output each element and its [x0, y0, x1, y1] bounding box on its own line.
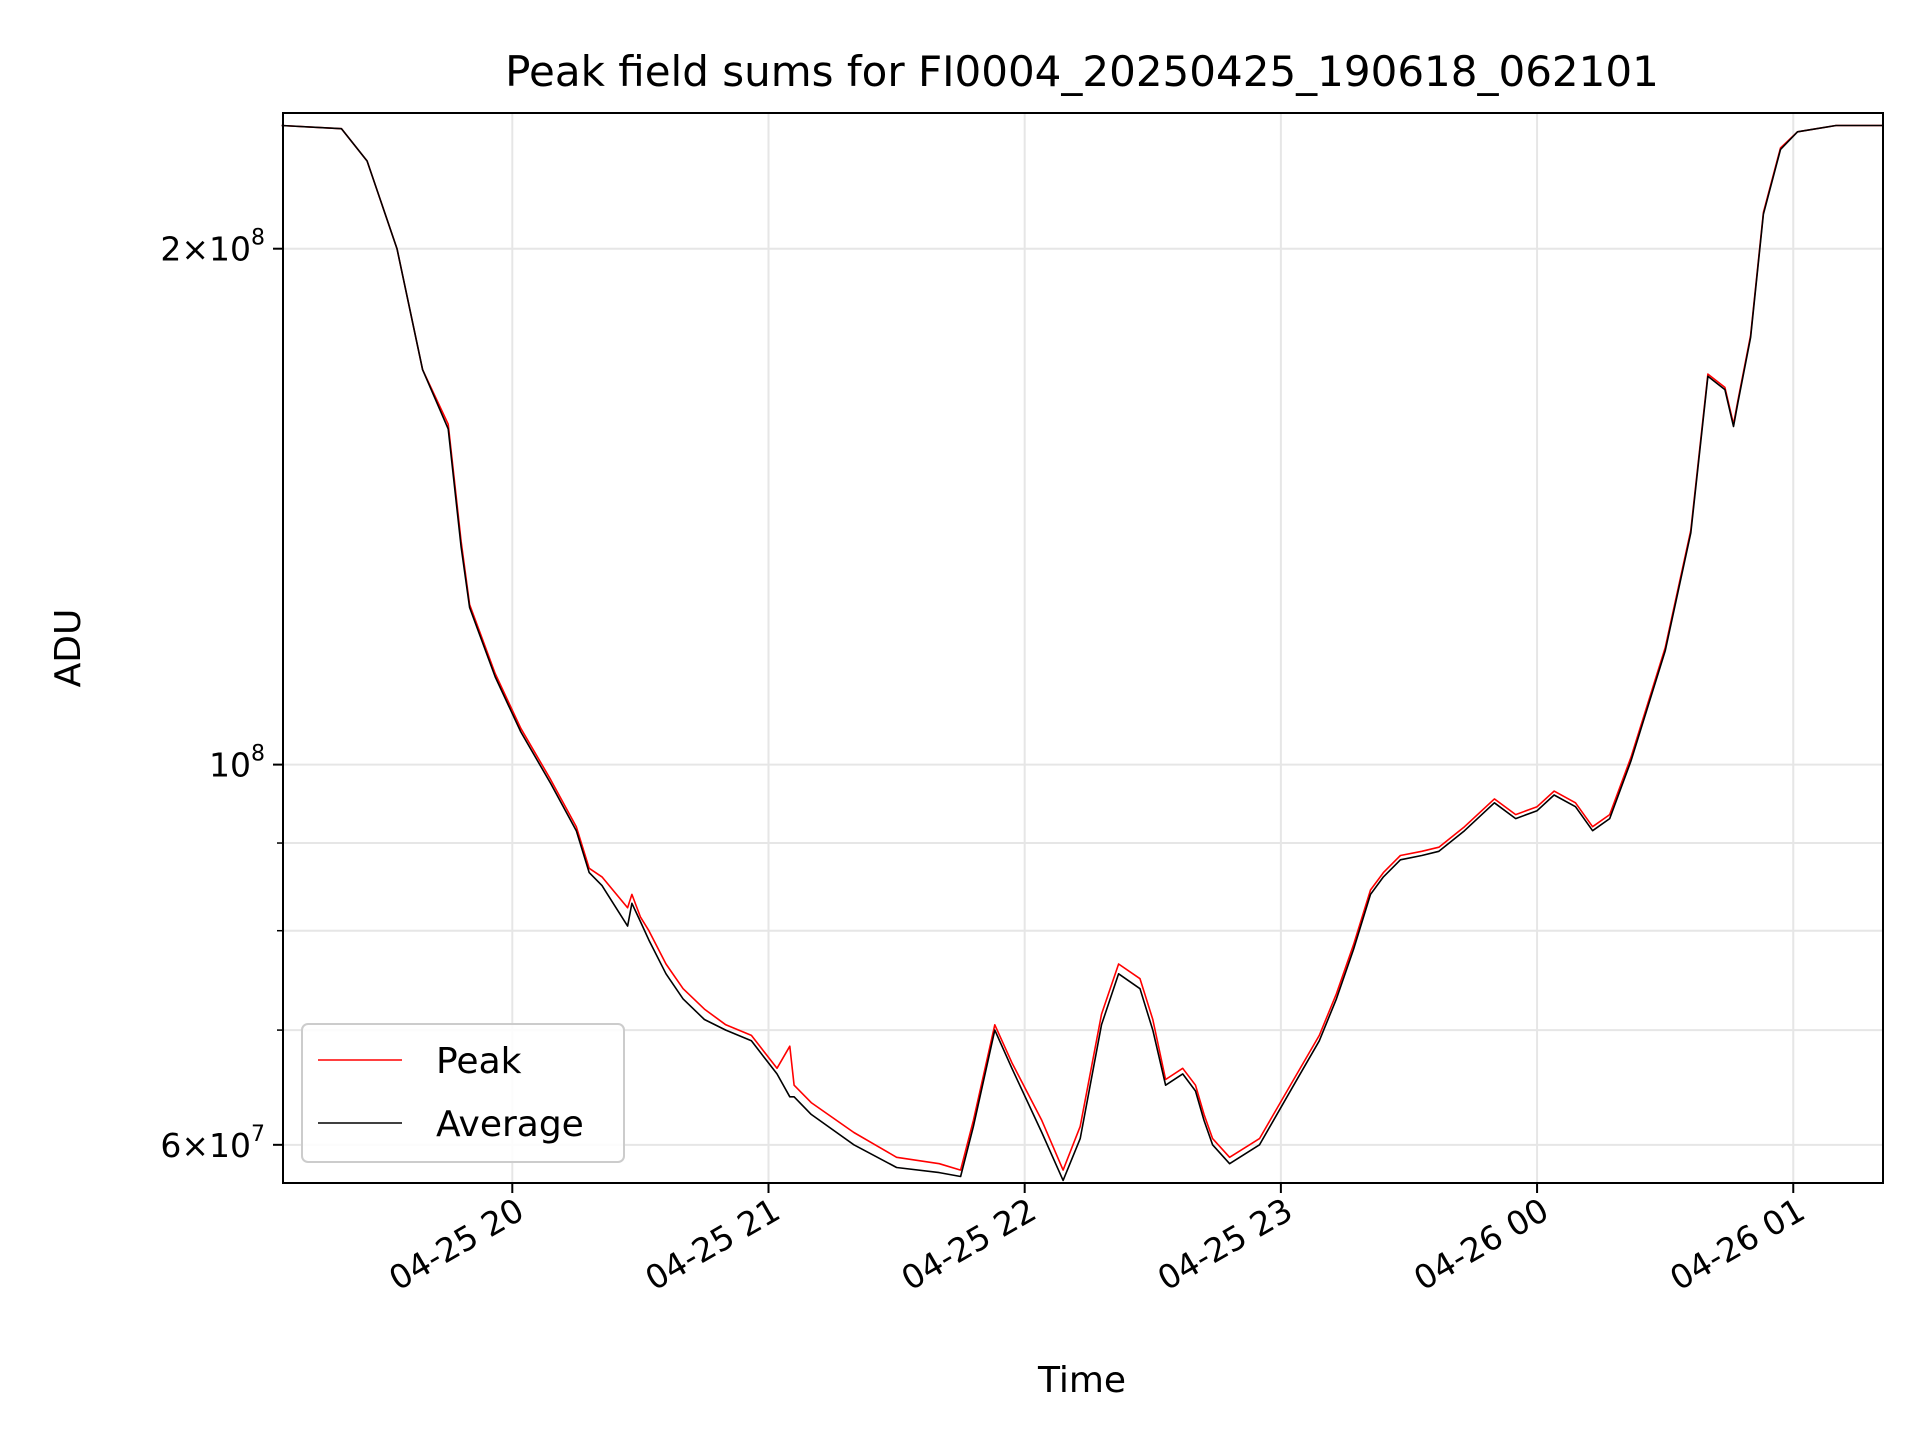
series-lines [281, 124, 1883, 1182]
plot-frame [282, 112, 1884, 1184]
legend: Peak Average [301, 1023, 625, 1163]
y-axis-label: ADU [48, 609, 89, 688]
legend-label-average: Average [436, 1104, 584, 1145]
y-tick-label: 6×107 [160, 1122, 265, 1165]
y-tick-label: 108 [209, 742, 265, 785]
legend-box [301, 1023, 625, 1163]
legend-label-peak: Peak [436, 1041, 522, 1082]
y-axis: 2×108 108 6×107 [160, 226, 283, 1165]
y-tick-label: 2×108 [160, 226, 265, 269]
series-line-average [281, 124, 1883, 1182]
series-line-peak [281, 124, 1883, 1171]
x-axis-label: Time [1037, 1360, 1126, 1401]
chart-title: Peak field sums for FI0004_20250425_1906… [505, 47, 1659, 96]
